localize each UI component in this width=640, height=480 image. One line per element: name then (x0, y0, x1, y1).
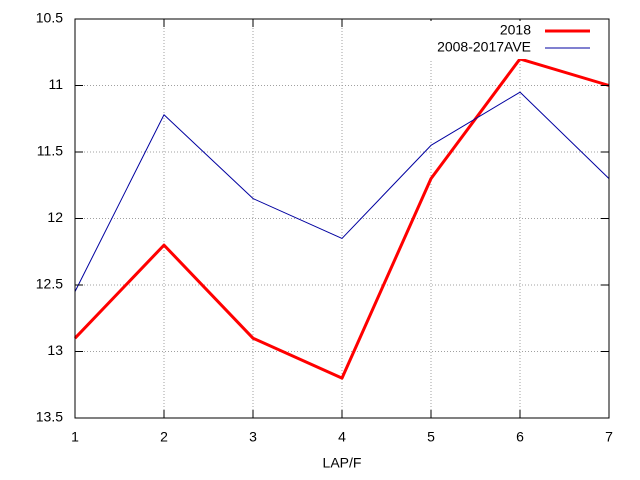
x-tick-label: 1 (71, 429, 79, 445)
x-tick-label: 3 (249, 429, 257, 445)
x-axis-label: LAP/F (323, 455, 362, 471)
legend-label: 2018 (500, 22, 531, 38)
x-tick-label: 6 (516, 429, 524, 445)
x-tick-label: 2 (160, 429, 168, 445)
y-tick-label: 12.5 (36, 276, 63, 292)
y-tick-label: 13.5 (36, 409, 63, 425)
y-tick-label: 12 (47, 209, 63, 225)
y-tick-label: 10.5 (36, 10, 63, 26)
legend-background (415, 21, 606, 59)
x-tick-label: 5 (427, 429, 435, 445)
y-tick-label: 11 (48, 76, 63, 92)
legend-label: 2008-2017AVE (437, 39, 531, 55)
x-tick-label: 4 (338, 429, 346, 445)
x-tick-label: 7 (605, 429, 613, 445)
series-line (74, 91, 610, 292)
y-tick-label: 13 (47, 342, 63, 358)
y-tick-label: 11.5 (37, 143, 63, 159)
